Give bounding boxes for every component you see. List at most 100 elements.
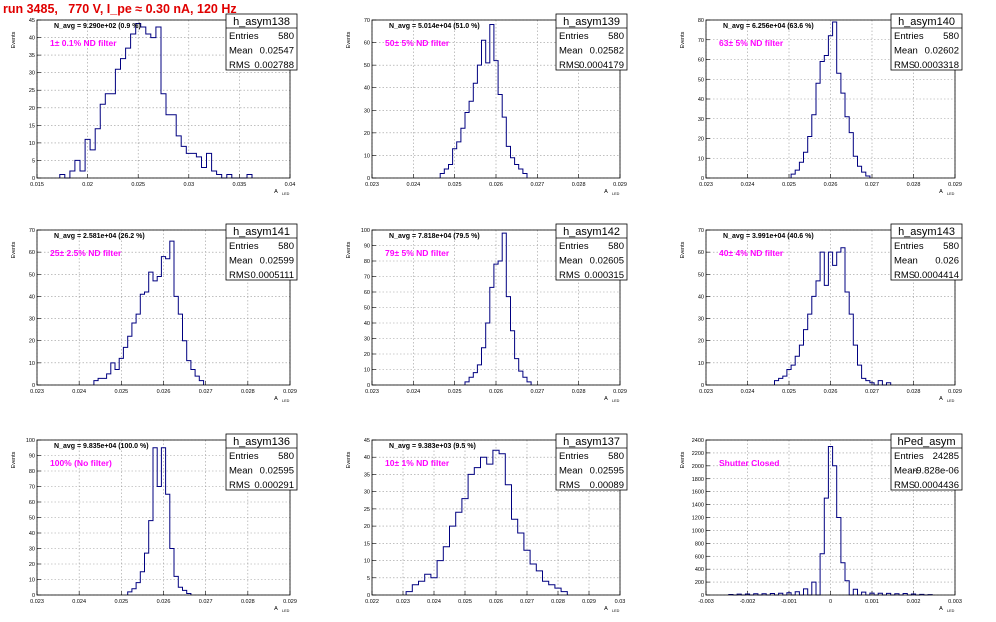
histogram-series <box>93 240 205 385</box>
x-tick-label: 0.026 <box>824 389 838 395</box>
y-tick-label: 1600 <box>692 490 704 496</box>
histogram-panel-h_asym143: 0.023 0.024 0.025 0.026 0.027 0.028 0.029 0 10 20… <box>680 223 963 403</box>
y-tick-label: 10 <box>364 153 370 159</box>
y-tick-label: 20 <box>364 352 370 358</box>
y-tick-label: 40 <box>698 97 704 103</box>
y-tick-label: 80 <box>29 469 35 475</box>
stats-label-mean: Mean <box>894 466 918 477</box>
y-tick-label: 0 <box>701 593 704 599</box>
y-tick-label: 10 <box>364 559 370 565</box>
y-tick-label: 1400 <box>692 503 704 509</box>
stats-label-entries: Entries <box>229 451 259 462</box>
stats-value-rms: 0.0005111 <box>251 270 295 281</box>
stats-value-rms: 0.000291 <box>254 480 294 491</box>
x-tick-label: 0.023 <box>365 182 379 188</box>
filter-annotation: 50± 5% ND filter <box>385 38 450 48</box>
x-axis-label: A <box>604 606 608 612</box>
stats-box <box>225 13 298 71</box>
x-tick-label: 0.027 <box>865 389 879 395</box>
y-tick-label: 1800 <box>692 477 704 483</box>
y-tick-label: 0 <box>32 593 35 599</box>
y-tick-label: 20 <box>364 131 370 137</box>
y-axis-label: Events <box>680 451 686 468</box>
x-tick-label: 0.024 <box>741 182 755 188</box>
stats-title: h_asym136 <box>233 436 290 448</box>
x-tick-label: 0.025 <box>448 182 462 188</box>
y-tick-label: 600 <box>695 554 704 560</box>
y-tick-label: 20 <box>29 106 35 112</box>
stats-box <box>555 13 628 71</box>
plot-frame <box>36 19 291 179</box>
x-tick-label: 0.024 <box>741 389 755 395</box>
filter-annotation: 63± 5% ND filter <box>719 38 784 48</box>
x-tick-label: 0.028 <box>572 182 586 188</box>
y-tick-label: 50 <box>29 516 35 522</box>
x-tick-label: 0.027 <box>199 599 213 605</box>
y-tick-label: 5 <box>32 158 35 164</box>
y-tick-label: 80 <box>698 18 704 24</box>
x-tick-label: 0.027 <box>865 182 879 188</box>
y-tick-label: 40 <box>29 531 35 537</box>
x-tick-label: 0.028 <box>551 599 565 605</box>
stats-value-entries: 580 <box>943 241 959 252</box>
x-tick-label: 0.023 <box>30 599 44 605</box>
stats-label-mean: Mean <box>894 256 918 267</box>
stats-box <box>890 433 963 491</box>
page-title: run 3485, 770 V, I_pe ≈ 0.30 nA, 120 Hz <box>3 2 237 16</box>
y-axis-label: Events <box>11 241 17 258</box>
y-tick-label: 50 <box>364 63 370 69</box>
stats-value-rms: 0.0004414 <box>914 270 959 281</box>
y-tick-label: 70 <box>364 18 370 24</box>
x-tick-label: 0.028 <box>572 389 586 395</box>
stats-title: hPed_asym <box>897 436 955 448</box>
stats-label-mean: Mean <box>559 466 583 477</box>
stats-value-entries: 580 <box>608 31 624 42</box>
stats-value-mean: 0.02595 <box>590 466 624 477</box>
y-axis-label: Events <box>346 31 352 48</box>
y-tick-label: 70 <box>698 38 704 44</box>
stats-value-rms: 0.000315 <box>584 270 624 281</box>
y-axis-label: Events <box>680 241 686 258</box>
histogram-panel-h_asym138: 0.015 0.02 0.025 0.03 0.035 0.04 0 5 10 15 20 25 30 3… <box>11 13 298 196</box>
filter-annotation: 25± 2.5% ND filter <box>50 248 122 258</box>
histogram-series <box>439 24 528 178</box>
navg-text: N_avg = 5.014e+04 (51.0 %) <box>389 23 480 30</box>
plot-frame <box>705 229 956 386</box>
x-tick-label: 0.022 <box>365 599 379 605</box>
histogram-series <box>774 247 892 386</box>
histogram-panel-h_asym140: 0.023 0.024 0.025 0.026 0.027 0.028 0.029 0 10 20… <box>680 13 963 196</box>
stats-label-rms: RMS <box>559 480 580 491</box>
stats-title: h_asym139 <box>563 16 620 28</box>
y-tick-label: 0 <box>32 383 35 389</box>
y-tick-label: 40 <box>698 294 704 300</box>
x-axis-label: A <box>604 396 608 402</box>
stats-value-mean: 0.02547 <box>260 46 294 57</box>
y-axis-label: Events <box>346 451 352 468</box>
x-tick-label: 0.023 <box>396 599 410 605</box>
x-tick-label: 0.026 <box>824 182 838 188</box>
stats-box <box>555 433 628 491</box>
y-tick-label: 0 <box>367 383 370 389</box>
y-tick-label: 40 <box>29 294 35 300</box>
y-tick-label: 70 <box>698 228 704 234</box>
y-tick-label: 10 <box>29 141 35 147</box>
y-tick-label: 80 <box>364 259 370 265</box>
x-tick-label: 0.025 <box>114 389 128 395</box>
stats-label-mean: Mean <box>894 46 918 57</box>
y-tick-label: 10 <box>698 361 704 367</box>
stats-label-rms: RMS <box>229 270 250 281</box>
y-tick-label: 70 <box>29 485 35 491</box>
filter-annotation: Shutter Closed <box>719 458 779 468</box>
y-tick-label: 25 <box>364 507 370 513</box>
y-tick-label: 35 <box>364 472 370 478</box>
x-axis-label-subscript: LED <box>947 609 955 613</box>
y-tick-label: 800 <box>695 541 704 547</box>
x-tick-label: 0.035 <box>233 182 247 188</box>
x-tick-label: 0.025 <box>448 389 462 395</box>
stats-label-rms: RMS <box>559 60 580 71</box>
x-tick-label: 0.029 <box>948 182 962 188</box>
y-tick-label: 10 <box>29 361 35 367</box>
plot-frame <box>705 439 956 596</box>
x-tick-label: 0.015 <box>30 182 44 188</box>
x-tick-label: -0.001 <box>781 599 797 605</box>
